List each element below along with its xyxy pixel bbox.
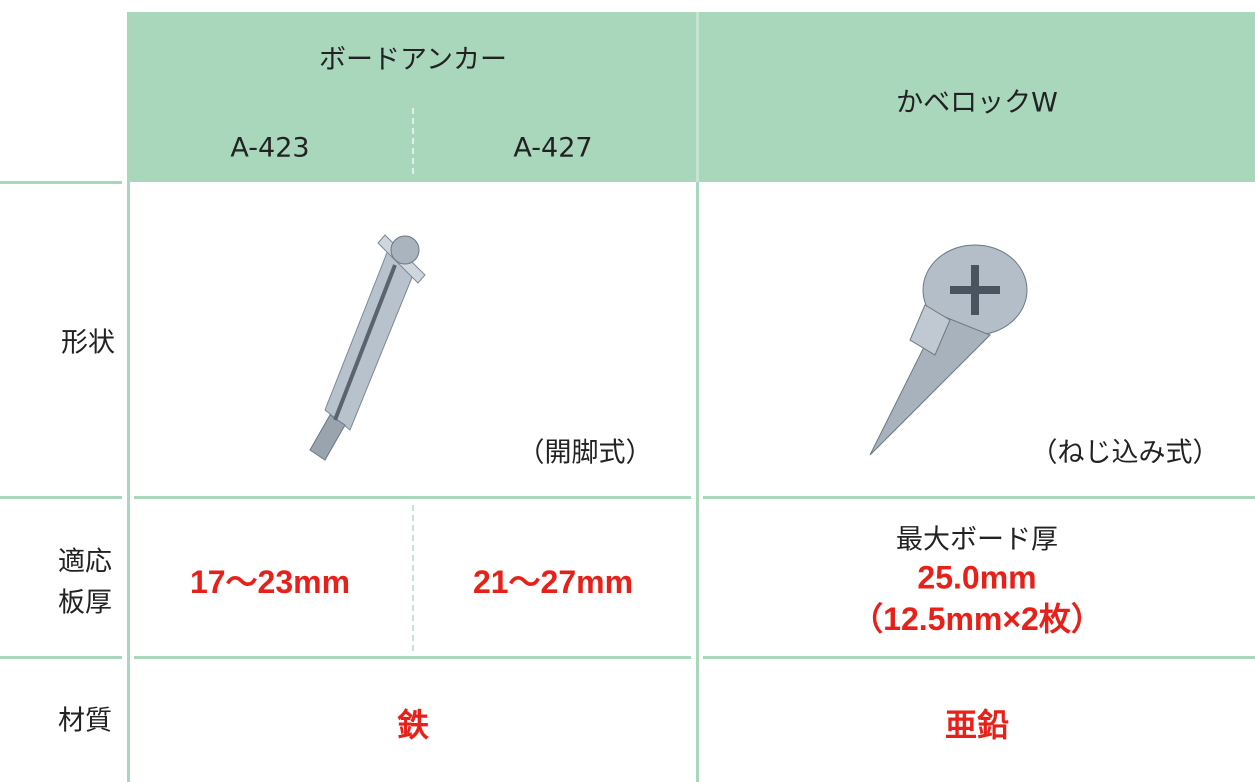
v-line	[127, 12, 130, 782]
material-value: 亜鉛	[944, 707, 1010, 743]
h-line	[134, 496, 691, 499]
product-header: かベロックW	[896, 87, 1058, 119]
h-line	[0, 181, 122, 184]
h-line	[703, 496, 1255, 499]
row-label: 板厚	[58, 587, 112, 619]
row-label: 材質	[58, 705, 112, 737]
kabelock-image	[869, 244, 1028, 456]
dashed-divider	[412, 505, 414, 651]
header-bg	[128, 12, 1255, 182]
thickness-value: 25.0mm	[917, 559, 1037, 596]
board-anchor-image	[309, 234, 426, 461]
thickness-value: 17～23mm	[189, 564, 351, 600]
h-line	[0, 496, 122, 499]
group-header: ボードアンカー	[319, 44, 507, 76]
thickness-value: 21～27mm	[472, 564, 634, 600]
model-header: A-427	[513, 132, 593, 164]
h-line	[134, 656, 691, 659]
thickness-detail: （12.5mm×2枚）	[851, 601, 1103, 637]
v-line	[696, 182, 699, 782]
material-value: 鉄	[396, 707, 430, 743]
type-note: （ねじ込み式）	[1030, 437, 1220, 469]
h-line	[703, 656, 1255, 659]
row-label: 適応	[58, 546, 112, 578]
h-line	[0, 656, 122, 659]
dashed-divider	[412, 108, 414, 174]
model-header: A-423	[230, 132, 310, 164]
row-label: 形状	[61, 327, 115, 359]
type-note: （開脚式）	[517, 437, 653, 469]
thickness-caption: 最大ボード厚	[896, 524, 1058, 556]
